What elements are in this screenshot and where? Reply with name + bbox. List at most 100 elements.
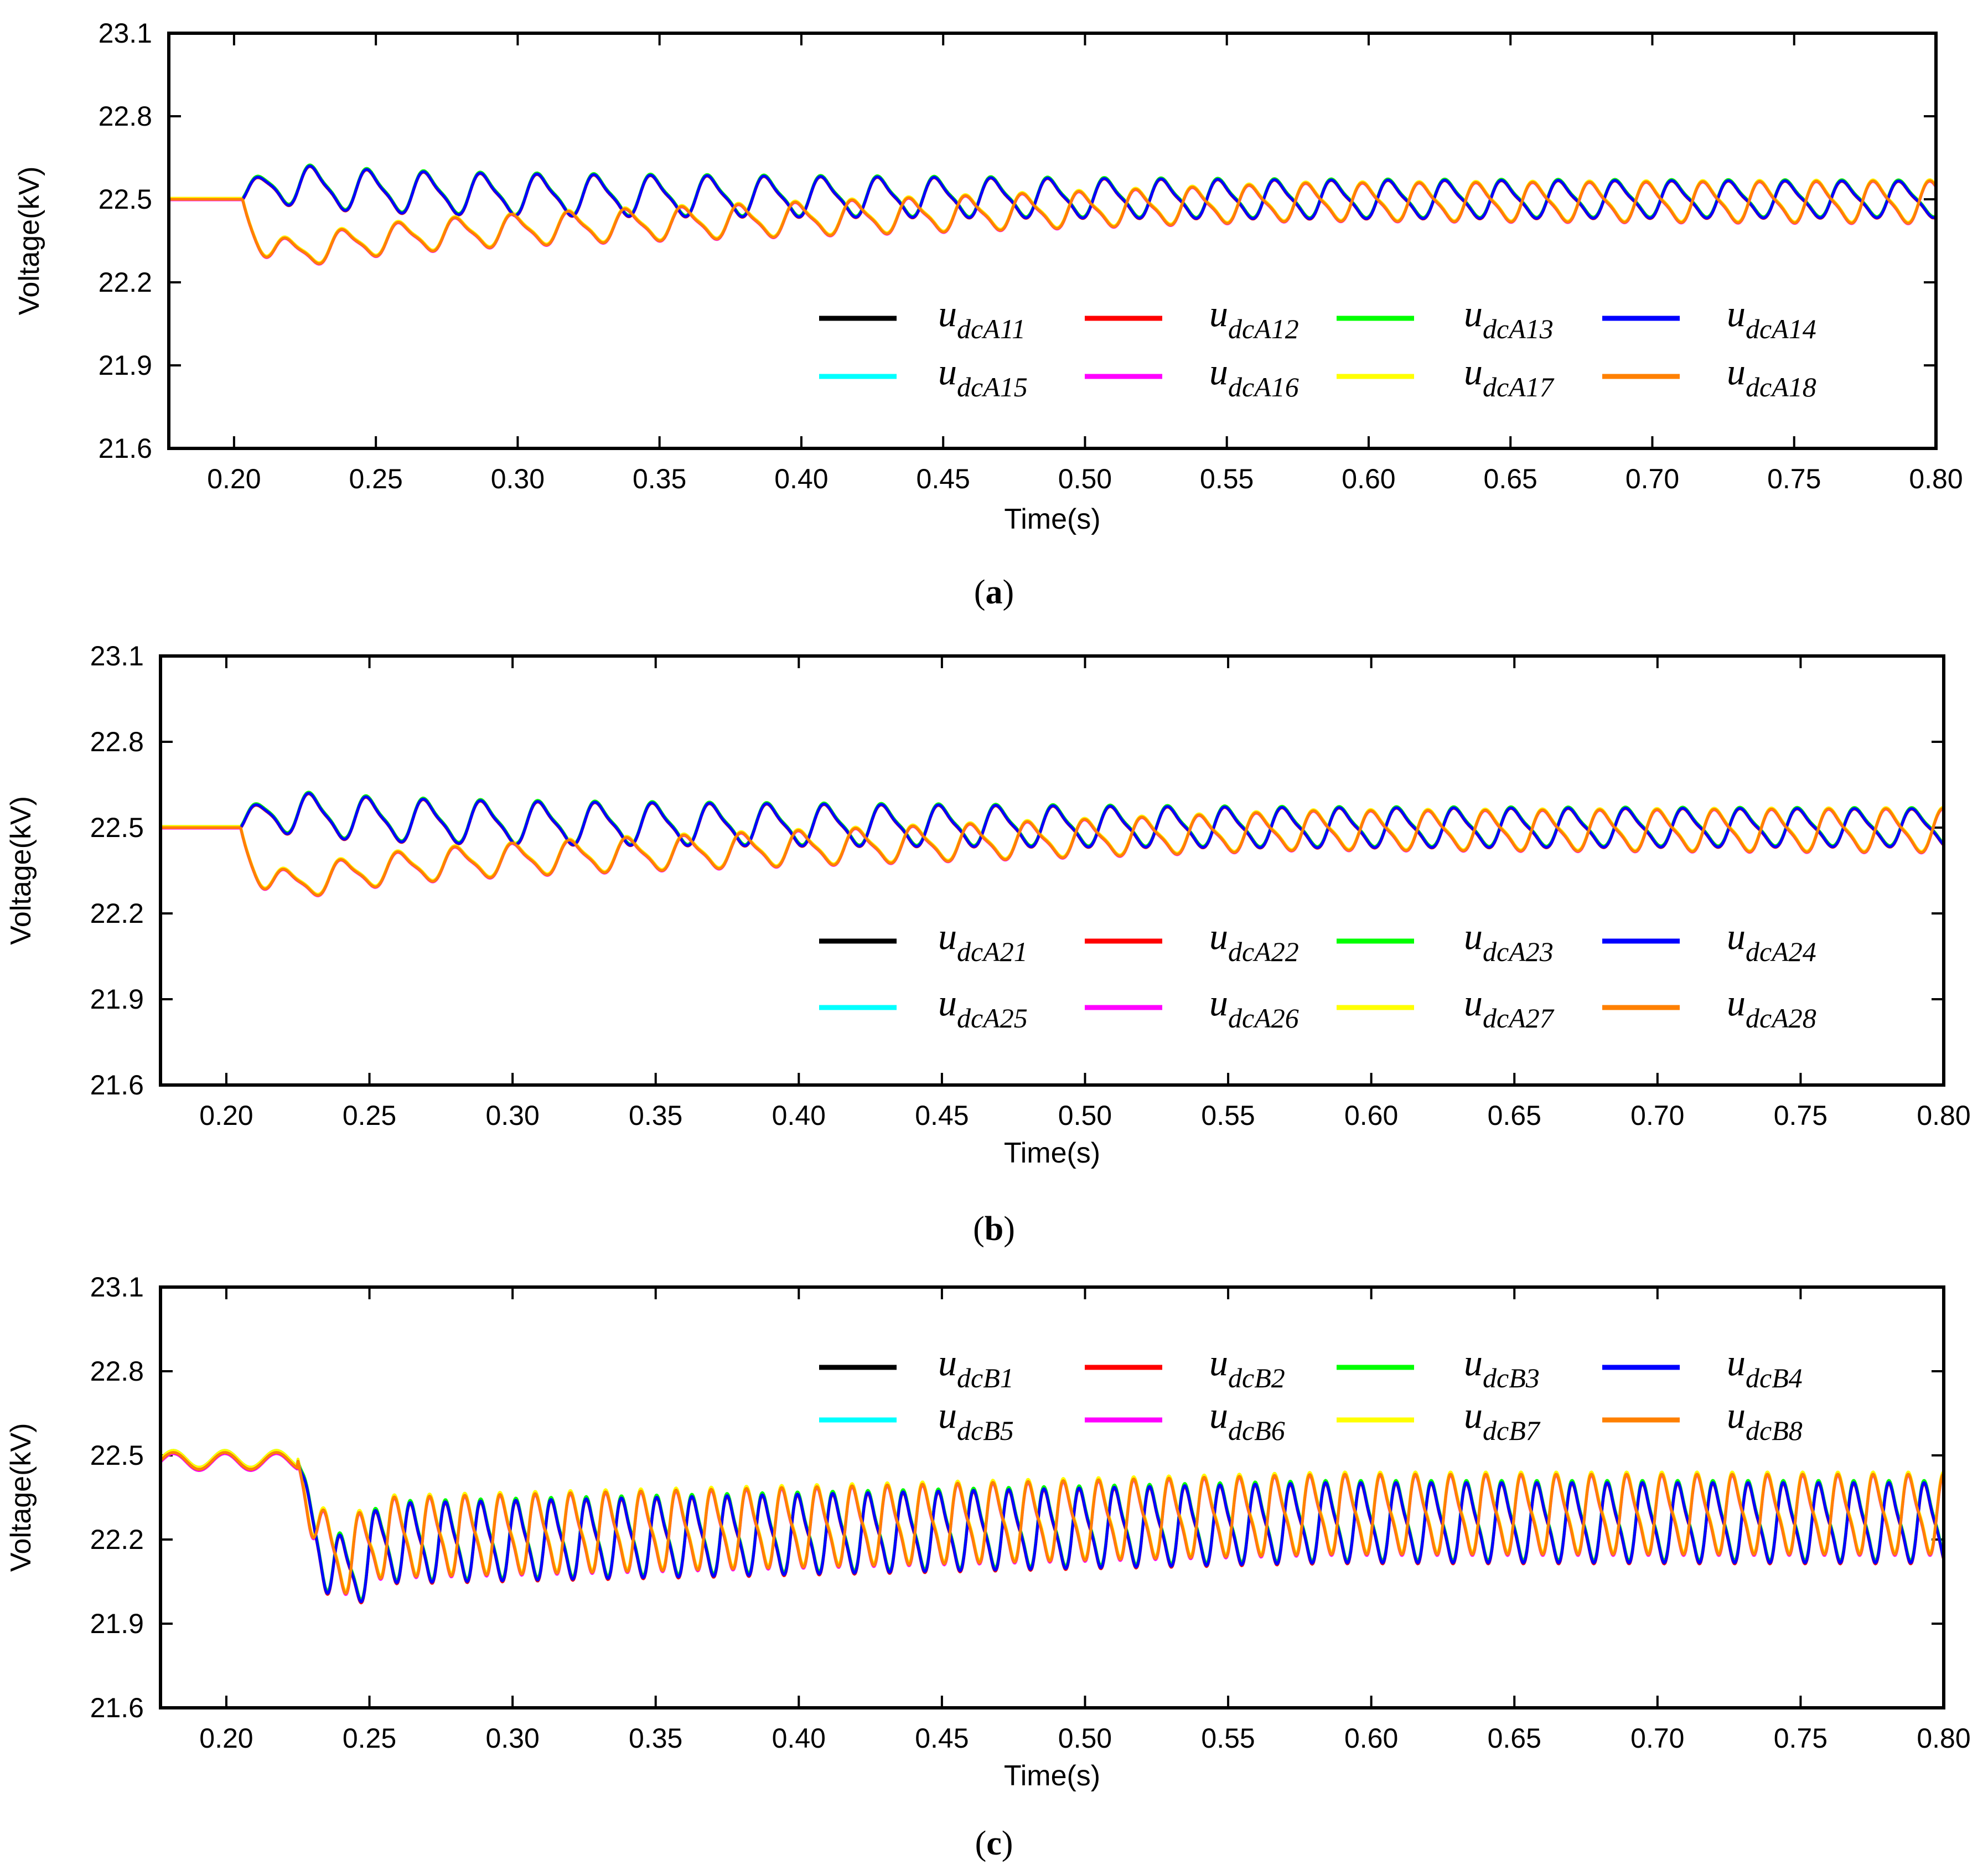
y-tick-label: 21.9 — [99, 350, 152, 381]
x-tick-label: 0.80 — [1917, 1100, 1970, 1131]
y-tick-label: 21.9 — [90, 984, 144, 1015]
x-tick-label: 0.45 — [917, 463, 970, 494]
axis-frame — [159, 654, 1945, 1087]
legend-label-dcA11: udcA11 — [938, 292, 1026, 344]
x-tick-label: 0.30 — [491, 463, 545, 494]
axis-frame — [167, 32, 1938, 450]
series-line-dcA25 — [161, 806, 1944, 896]
x-tick-label: 0.20 — [199, 1100, 253, 1131]
y-tick-label: 23.1 — [90, 641, 144, 672]
legend-label-dcB7: udcB7 — [1464, 1394, 1541, 1446]
x-tick-label: 0.75 — [1767, 463, 1821, 494]
x-tick-label: 0.80 — [1909, 463, 1963, 494]
legend-label-dcA18: udcA18 — [1727, 350, 1816, 402]
legend: udcB1 udcB2 udcB3 udcB4 udcB5 udcB6 udcB7 udcB8 — [819, 1341, 1803, 1446]
x-tick-label: 0.20 — [207, 463, 261, 494]
legend-label-dcA14: udcA14 — [1727, 292, 1816, 344]
legend-label-dcA28: udcA28 — [1727, 982, 1816, 1034]
series-line-top-dcA28 — [161, 807, 1944, 897]
y-tick-label: 22.8 — [99, 101, 152, 132]
y-tick-label: 22.5 — [90, 812, 144, 843]
x-tick-label: 0.70 — [1630, 1100, 1684, 1131]
x-tick-label: 0.70 — [1625, 463, 1679, 494]
x-tick-label: 0.50 — [1058, 1723, 1112, 1754]
y-tick-label: 22.2 — [90, 1524, 144, 1555]
legend-label-dcA26: udcA26 — [1209, 982, 1299, 1034]
series-line-top-dcA14 — [169, 164, 1936, 220]
y-tick-label: 22.8 — [90, 726, 144, 757]
x-tick-label: 0.25 — [349, 463, 402, 494]
y-tick-label: 22.5 — [99, 184, 152, 215]
legend-label-dcA17: udcA17 — [1464, 350, 1555, 402]
x-tick-label: 0.25 — [343, 1723, 396, 1754]
x-tick-label: 0.50 — [1058, 1100, 1112, 1131]
panel-label: (a) — [974, 574, 1014, 611]
x-tick-label: 0.60 — [1344, 1723, 1398, 1754]
plot-area — [161, 791, 1944, 897]
legend-label-dcA21: udcA21 — [938, 915, 1028, 967]
legend-label-dcA24: udcA24 — [1727, 915, 1816, 967]
panel-label: (c) — [975, 1825, 1013, 1862]
x-tick-label: 0.75 — [1774, 1100, 1827, 1131]
panel-a: 21.6 21.9 22.2 22.5 22.8 23.1 0.20 0.25 0.30 0.35… — [13, 18, 1963, 611]
legend-label-dcA12: udcA12 — [1209, 292, 1299, 344]
legend-label-dcB5: udcB5 — [938, 1394, 1014, 1446]
x-tick-label: 0.35 — [629, 1723, 682, 1754]
x-tick-label: 0.20 — [199, 1723, 253, 1754]
x-tick-label: 0.55 — [1200, 463, 1254, 494]
plot-area — [161, 1449, 1944, 1605]
y-tick-label: 22.2 — [99, 267, 152, 298]
y-axis-label: Voltage(kV) — [13, 167, 45, 316]
y-tick-label: 21.6 — [99, 433, 152, 464]
y-tick-label: 21.9 — [90, 1608, 144, 1639]
series-line-top-dcA18 — [169, 179, 1936, 265]
y-axis-label: Voltage(kV) — [5, 1423, 37, 1572]
y-tick-label: 22.2 — [90, 898, 144, 929]
y-tick-label: 21.6 — [90, 1070, 144, 1101]
x-tick-label: 0.70 — [1630, 1723, 1684, 1754]
x-tick-label: 0.50 — [1058, 463, 1112, 494]
x-axis-label: Time(s) — [1004, 503, 1100, 535]
x-tick-label: 0.75 — [1774, 1723, 1827, 1754]
legend-label-dcA13: udcA13 — [1464, 292, 1554, 344]
panel-c: 21.6 21.9 22.2 22.5 22.8 23.1 0.20 0.25 0.30 0.35… — [5, 1272, 1971, 1862]
x-tick-label: 0.80 — [1917, 1723, 1970, 1754]
plot-area — [169, 163, 1936, 266]
legend-label-dcB3: udcB3 — [1464, 1341, 1540, 1393]
x-tick-label: 0.55 — [1201, 1100, 1255, 1131]
panel-label: (b) — [973, 1210, 1015, 1248]
axis-frame — [159, 1285, 1945, 1709]
x-tick-label: 0.65 — [1488, 1723, 1541, 1754]
x-tick-label: 0.35 — [633, 463, 686, 494]
legend-label-dcA27: udcA27 — [1464, 982, 1555, 1034]
x-tick-label: 0.40 — [772, 1723, 826, 1754]
legend-label-dcA25: udcA25 — [938, 982, 1028, 1034]
panel-b: 21.6 21.9 22.2 22.5 22.8 23.1 0.20 0.25 0.30 0.35… — [5, 641, 1971, 1248]
legend: udcA11 udcA12 udcA13 udcA14 udcA15 udcA16 udcA… — [819, 292, 1816, 402]
x-tick-label: 0.45 — [915, 1723, 969, 1754]
legend-label-dcB1: udcB1 — [938, 1341, 1014, 1393]
x-tick-label: 0.55 — [1201, 1723, 1255, 1754]
x-tick-label: 0.30 — [485, 1100, 539, 1131]
x-tick-label: 0.60 — [1342, 463, 1395, 494]
y-tick-label: 22.5 — [90, 1440, 144, 1471]
y-tick-label: 23.1 — [99, 18, 152, 49]
legend-label-dcB4: udcB4 — [1727, 1341, 1803, 1393]
y-tick-label: 21.6 — [90, 1692, 144, 1723]
x-tick-label: 0.40 — [772, 1100, 826, 1131]
x-tick-label: 0.65 — [1484, 463, 1537, 494]
x-tick-label: 0.40 — [774, 463, 828, 494]
legend-label-dcA16: udcA16 — [1209, 350, 1299, 402]
y-axis-label: Voltage(kV) — [5, 796, 37, 945]
series-line-dcA28 — [161, 807, 1944, 897]
x-tick-label: 0.45 — [915, 1100, 969, 1131]
series-line-dcA26 — [161, 807, 1944, 897]
x-axis-label: Time(s) — [1004, 1137, 1100, 1169]
legend-label-dcB2: udcB2 — [1209, 1341, 1285, 1393]
x-tick-label: 0.60 — [1344, 1100, 1398, 1131]
y-tick-label: 22.8 — [90, 1356, 144, 1387]
x-tick-label: 0.25 — [343, 1100, 396, 1131]
legend-label-dcA23: udcA23 — [1464, 915, 1554, 967]
legend-label-dcB8: udcB8 — [1727, 1394, 1803, 1446]
